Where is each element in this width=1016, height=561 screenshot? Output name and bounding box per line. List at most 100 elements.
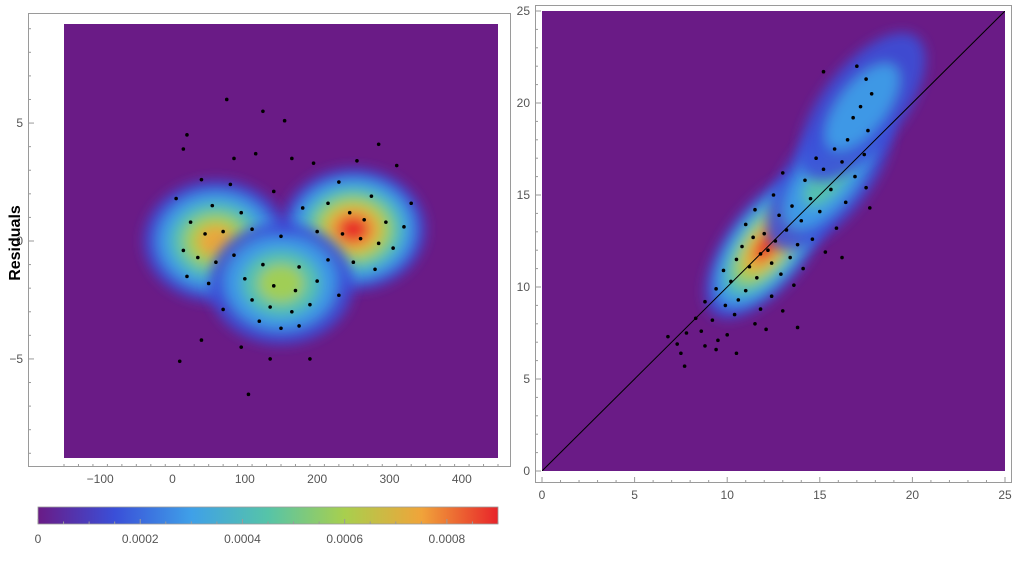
data-point xyxy=(736,298,741,302)
data-point xyxy=(753,207,757,212)
data-point xyxy=(790,204,794,208)
y-tick-label: 10 xyxy=(517,280,531,294)
data-point xyxy=(210,203,215,208)
identity-reference-line xyxy=(542,11,1005,471)
colorbar-tick-label: 0.0006 xyxy=(326,532,363,546)
data-point xyxy=(762,231,767,236)
data-point xyxy=(376,241,381,246)
data-point xyxy=(777,213,781,218)
data-point xyxy=(801,266,805,271)
data-point xyxy=(780,309,785,313)
data-point xyxy=(282,118,287,123)
data-point xyxy=(869,92,874,96)
data-point xyxy=(384,220,388,224)
data-point xyxy=(311,161,316,165)
x-tick-label: 0 xyxy=(169,472,176,486)
y-tick-label: 5 xyxy=(523,372,530,386)
data-point xyxy=(755,276,759,280)
data-point xyxy=(369,194,374,198)
data-point xyxy=(725,333,729,337)
data-point xyxy=(773,239,778,243)
data-point xyxy=(268,305,272,309)
data-point xyxy=(196,255,200,260)
data-point xyxy=(185,133,189,137)
data-point xyxy=(864,77,868,81)
data-point xyxy=(239,210,244,215)
data-point xyxy=(268,357,272,361)
density-heatmap xyxy=(64,24,498,458)
y-tick-label: 0 xyxy=(523,464,530,478)
data-point xyxy=(771,193,776,197)
data-point xyxy=(845,138,850,142)
data-point xyxy=(228,182,233,187)
data-point xyxy=(250,227,254,232)
x-tick-label: 5 xyxy=(631,488,638,502)
colorbar-tick-label: 0.0008 xyxy=(429,532,466,546)
colorbar-tick-label: 0.0004 xyxy=(224,532,261,546)
data-point xyxy=(232,253,236,257)
data-point xyxy=(823,250,828,254)
data-point xyxy=(376,142,381,147)
plot-frame xyxy=(535,5,1012,483)
colorbar-tick-label: 0.0002 xyxy=(122,532,159,546)
data-point xyxy=(297,265,301,269)
data-point xyxy=(840,255,844,260)
data-point xyxy=(337,293,341,298)
data-point xyxy=(853,174,857,179)
density-contour xyxy=(825,63,900,150)
data-point xyxy=(239,345,244,349)
data-point xyxy=(747,264,752,269)
density-contour xyxy=(258,264,304,303)
data-point xyxy=(779,272,783,276)
x-tick-label: 200 xyxy=(307,472,327,486)
data-point xyxy=(714,347,718,352)
data-point xyxy=(185,274,189,279)
y-tick-label: 25 xyxy=(517,4,531,18)
data-point xyxy=(181,248,186,253)
data-point xyxy=(814,156,818,160)
x-tick-label: 0 xyxy=(539,488,546,502)
data-point xyxy=(243,276,247,281)
data-point xyxy=(803,178,807,183)
data-point xyxy=(764,327,768,332)
data-point xyxy=(308,357,312,361)
data-point xyxy=(769,294,774,299)
data-point xyxy=(271,284,276,288)
data-point xyxy=(351,260,356,265)
data-point xyxy=(758,307,763,311)
data-point xyxy=(734,257,739,262)
data-point xyxy=(784,228,789,232)
data-point xyxy=(666,334,670,339)
data-point xyxy=(221,307,225,312)
data-point xyxy=(832,147,837,151)
data-point xyxy=(279,234,283,239)
data-point xyxy=(821,69,826,74)
data-point xyxy=(250,298,254,302)
colorbar-gradient xyxy=(37,506,499,525)
data-point xyxy=(315,229,319,234)
data-point xyxy=(261,109,265,114)
data-point xyxy=(723,303,728,308)
data-point xyxy=(851,115,855,120)
data-point xyxy=(337,180,341,184)
data-point xyxy=(729,279,733,284)
data-point xyxy=(703,299,707,304)
data-point xyxy=(788,255,792,260)
data-point xyxy=(326,201,330,206)
data-point xyxy=(355,159,359,163)
data-point xyxy=(840,160,844,164)
data-point xyxy=(362,217,366,222)
data-point xyxy=(808,196,813,201)
data-point xyxy=(679,351,683,356)
data-point xyxy=(300,206,305,210)
data-point xyxy=(693,316,698,321)
data-point xyxy=(795,325,800,330)
data-point xyxy=(203,232,207,236)
density-cluster xyxy=(208,222,354,345)
data-point xyxy=(740,244,744,249)
data-point xyxy=(862,152,867,157)
data-point xyxy=(257,319,262,323)
colorbar-tick-label: 0 xyxy=(35,532,42,546)
data-point xyxy=(224,97,229,102)
